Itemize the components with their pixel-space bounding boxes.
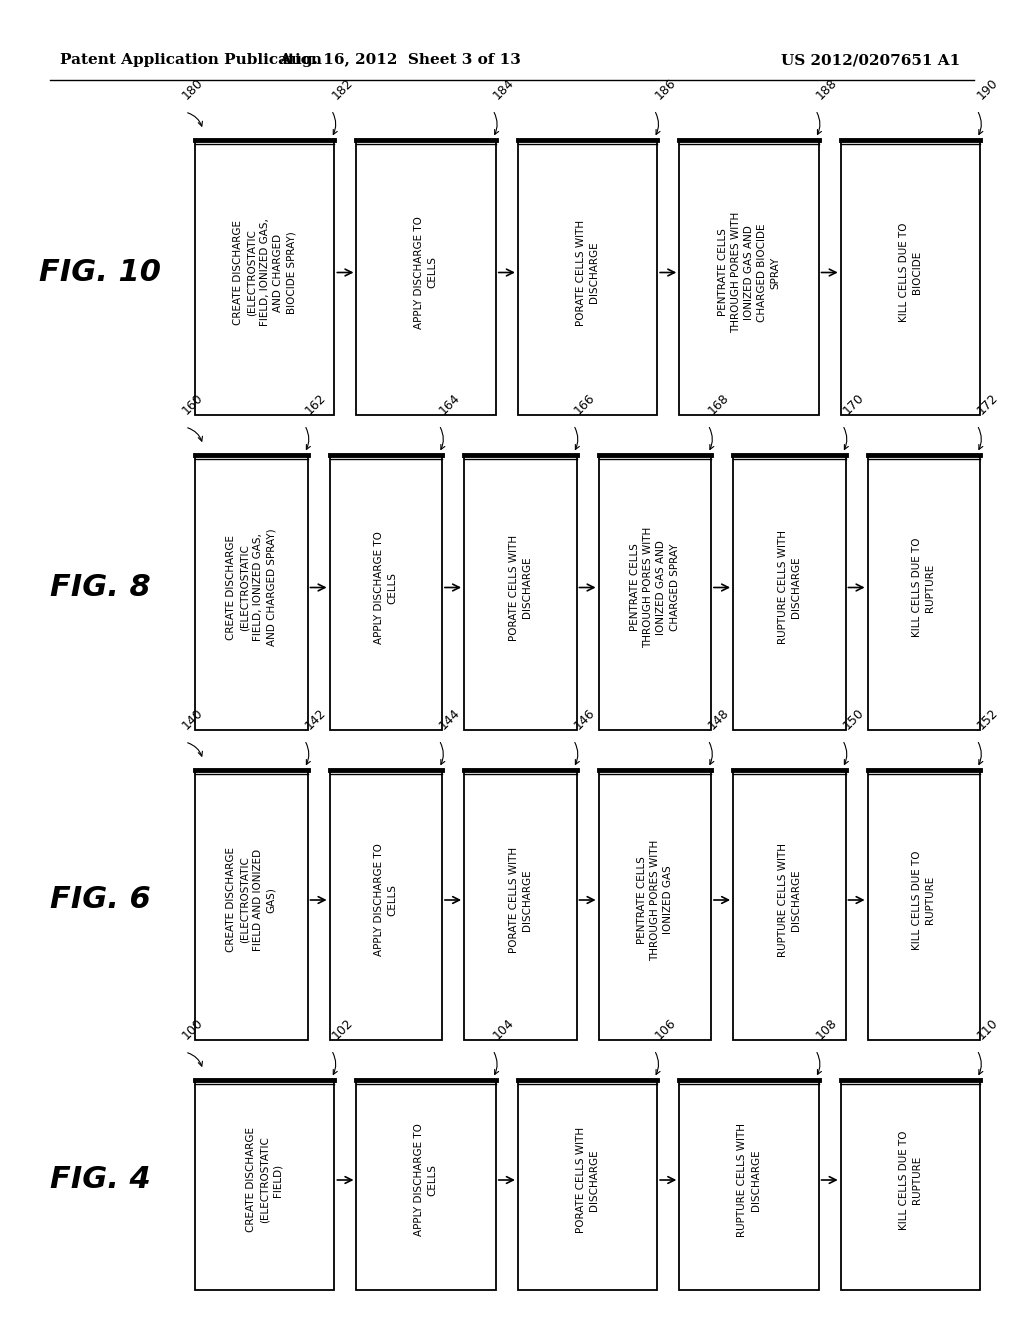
Text: PENTRATE CELLS
THROUGH PORES WITH
IONIZED GAS: PENTRATE CELLS THROUGH PORES WITH IONIZE… [637, 840, 673, 961]
Text: 104: 104 [490, 1016, 517, 1041]
Text: KILL CELLS DUE TO
RUPTURE: KILL CELLS DUE TO RUPTURE [899, 1130, 922, 1230]
Text: PORATE CELLS WITH
DISCHARGE: PORATE CELLS WITH DISCHARGE [509, 847, 531, 953]
Text: RUPTURE CELLS WITH
DISCHARGE: RUPTURE CELLS WITH DISCHARGE [777, 843, 801, 957]
Text: PENTRATE CELLS
THROUGH PORES WITH
IONIZED GAS AND
CHARGED BIOCIDE
SPRAY: PENTRATE CELLS THROUGH PORES WITH IONIZE… [718, 213, 780, 333]
Bar [841, 1080, 980, 1290]
Text: CREATE DISCHARGE
(ELECTROSTATIC
FIELD, IONIZED GAS,
AND CHARGED SPRAY): CREATE DISCHARGE (ELECTROSTATIC FIELD, I… [226, 529, 276, 647]
Text: 152: 152 [975, 706, 1001, 733]
Bar [598, 455, 711, 730]
Text: 142: 142 [302, 706, 329, 733]
Text: FIG. 10: FIG. 10 [39, 257, 161, 286]
Text: CREATE DISCHARGE
(ELECTROSTATIC
FIELD AND IONIZED
GAS): CREATE DISCHARGE (ELECTROSTATIC FIELD AN… [226, 847, 276, 953]
Bar [195, 770, 307, 1040]
Text: PORATE CELLS WITH
DISCHARGE: PORATE CELLS WITH DISCHARGE [575, 219, 599, 326]
Text: 144: 144 [437, 706, 463, 733]
Text: KILL CELLS DUE TO
RUPTURE: KILL CELLS DUE TO RUPTURE [912, 537, 935, 638]
Text: APPLY DISCHARGE TO
CELLS: APPLY DISCHARGE TO CELLS [415, 1123, 437, 1237]
Text: RUPTURE CELLS WITH
DISCHARGE: RUPTURE CELLS WITH DISCHARGE [777, 531, 801, 644]
Text: CREATE DISCHARGE
(ELECTROSTATIC
FIELD, IONIZED GAS,
AND CHARGED
BIOCIDE SPRAY): CREATE DISCHARGE (ELECTROSTATIC FIELD, I… [233, 219, 296, 326]
Text: 162: 162 [302, 391, 329, 417]
Bar [518, 1080, 657, 1290]
Bar [679, 1080, 818, 1290]
Text: Aug. 16, 2012  Sheet 3 of 13: Aug. 16, 2012 Sheet 3 of 13 [280, 53, 521, 67]
Bar [518, 140, 657, 414]
Bar [867, 455, 980, 730]
Text: 140: 140 [180, 706, 206, 733]
Text: APPLY DISCHARGE TO
CELLS: APPLY DISCHARGE TO CELLS [374, 843, 397, 957]
Text: 108: 108 [814, 1016, 840, 1041]
Bar [195, 1080, 335, 1290]
Bar [464, 455, 577, 730]
Text: 106: 106 [652, 1016, 678, 1041]
Bar [733, 455, 846, 730]
Text: 148: 148 [706, 706, 732, 733]
Text: APPLY DISCHARGE TO
CELLS: APPLY DISCHARGE TO CELLS [374, 531, 397, 644]
Bar [195, 140, 335, 414]
Bar [598, 770, 711, 1040]
Text: 184: 184 [490, 77, 517, 102]
Bar [841, 140, 980, 414]
Text: KILL CELLS DUE TO
RUPTURE: KILL CELLS DUE TO RUPTURE [912, 850, 935, 950]
Text: 188: 188 [814, 77, 840, 102]
Text: PORATE CELLS WITH
DISCHARGE: PORATE CELLS WITH DISCHARGE [509, 535, 531, 640]
Text: 146: 146 [571, 706, 597, 733]
Text: 110: 110 [975, 1016, 1001, 1041]
Text: 190: 190 [975, 77, 1001, 102]
Text: 150: 150 [841, 706, 866, 733]
Text: PORATE CELLS WITH
DISCHARGE: PORATE CELLS WITH DISCHARGE [575, 1127, 599, 1233]
Text: APPLY DISCHARGE TO
CELLS: APPLY DISCHARGE TO CELLS [415, 216, 437, 329]
Text: 186: 186 [652, 77, 678, 102]
Text: 102: 102 [330, 1016, 355, 1041]
Bar [867, 770, 980, 1040]
Text: US 2012/0207651 A1: US 2012/0207651 A1 [780, 53, 961, 67]
Bar [356, 140, 496, 414]
Bar [733, 770, 846, 1040]
Bar [464, 770, 577, 1040]
Text: 100: 100 [180, 1016, 206, 1041]
Text: Patent Application Publication: Patent Application Publication [60, 53, 322, 67]
Text: 182: 182 [330, 77, 355, 102]
Text: 160: 160 [180, 391, 206, 417]
Text: FIG. 6: FIG. 6 [49, 886, 151, 915]
Text: PENTRATE CELLS
THROUGH PORES WITH
IONIZED GAS AND
CHARGED SPRAY: PENTRATE CELLS THROUGH PORES WITH IONIZE… [630, 527, 680, 648]
Bar [330, 770, 442, 1040]
Text: FIG. 4: FIG. 4 [49, 1166, 151, 1195]
Bar [330, 455, 442, 730]
Text: 170: 170 [841, 391, 866, 417]
Text: 180: 180 [180, 77, 206, 102]
Text: RUPTURE CELLS WITH
DISCHARGE: RUPTURE CELLS WITH DISCHARGE [737, 1123, 761, 1237]
Text: 164: 164 [437, 391, 463, 417]
Text: CREATE DISCHARGE
(ELECTROSTATIC
FIELD): CREATE DISCHARGE (ELECTROSTATIC FIELD) [247, 1127, 283, 1233]
Text: KILL CELLS DUE TO
BIOCIDE: KILL CELLS DUE TO BIOCIDE [899, 223, 922, 322]
Text: 168: 168 [706, 391, 732, 417]
Bar [679, 140, 818, 414]
Bar [195, 455, 307, 730]
Bar [356, 1080, 496, 1290]
Text: 166: 166 [571, 391, 597, 417]
Text: FIG. 8: FIG. 8 [49, 573, 151, 602]
Text: 172: 172 [975, 391, 1001, 417]
